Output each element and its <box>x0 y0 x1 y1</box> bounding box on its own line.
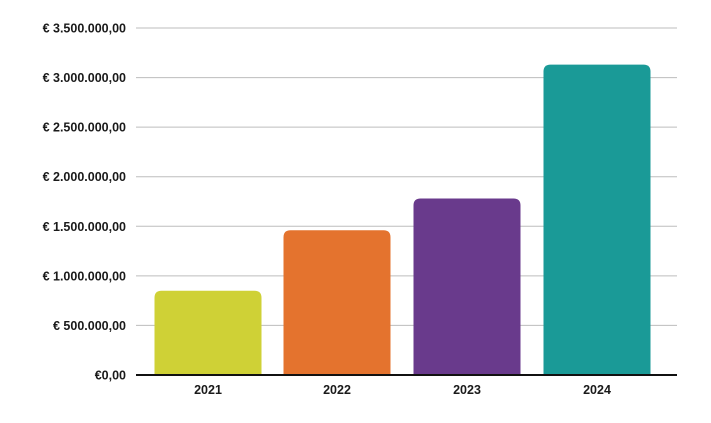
bars <box>154 64 651 375</box>
x-tick-label: 2024 <box>583 383 611 397</box>
y-tick-label: € 500.000,00 <box>53 319 126 333</box>
bar-2024 <box>543 64 651 375</box>
y-tick-label: €0,00 <box>95 369 126 383</box>
y-tick-label: € 2.000.000,00 <box>43 170 126 184</box>
y-tick-label: € 3.500.000,00 <box>43 22 126 36</box>
x-tick-label: 2023 <box>453 383 481 397</box>
x-tick-label: 2021 <box>194 383 222 397</box>
bar-2022 <box>283 230 391 375</box>
y-tick-label: € 2.500.000,00 <box>43 121 126 135</box>
y-tick-label: € 1.500.000,00 <box>43 220 126 234</box>
gridlines <box>136 27 677 326</box>
x-axis: 2021 2022 2023 2024 <box>136 374 677 397</box>
bar-2021 <box>154 290 262 375</box>
x-tick-label: 2022 <box>323 383 351 397</box>
bar-2023 <box>413 198 521 375</box>
y-tick-label: € 3.000.000,00 <box>43 71 126 85</box>
y-axis-tick-labels: €0,00 € 500.000,00 € 1.000.000,00 € 1.500.0… <box>43 22 126 383</box>
y-tick-label: € 1.000.000,00 <box>43 269 126 283</box>
